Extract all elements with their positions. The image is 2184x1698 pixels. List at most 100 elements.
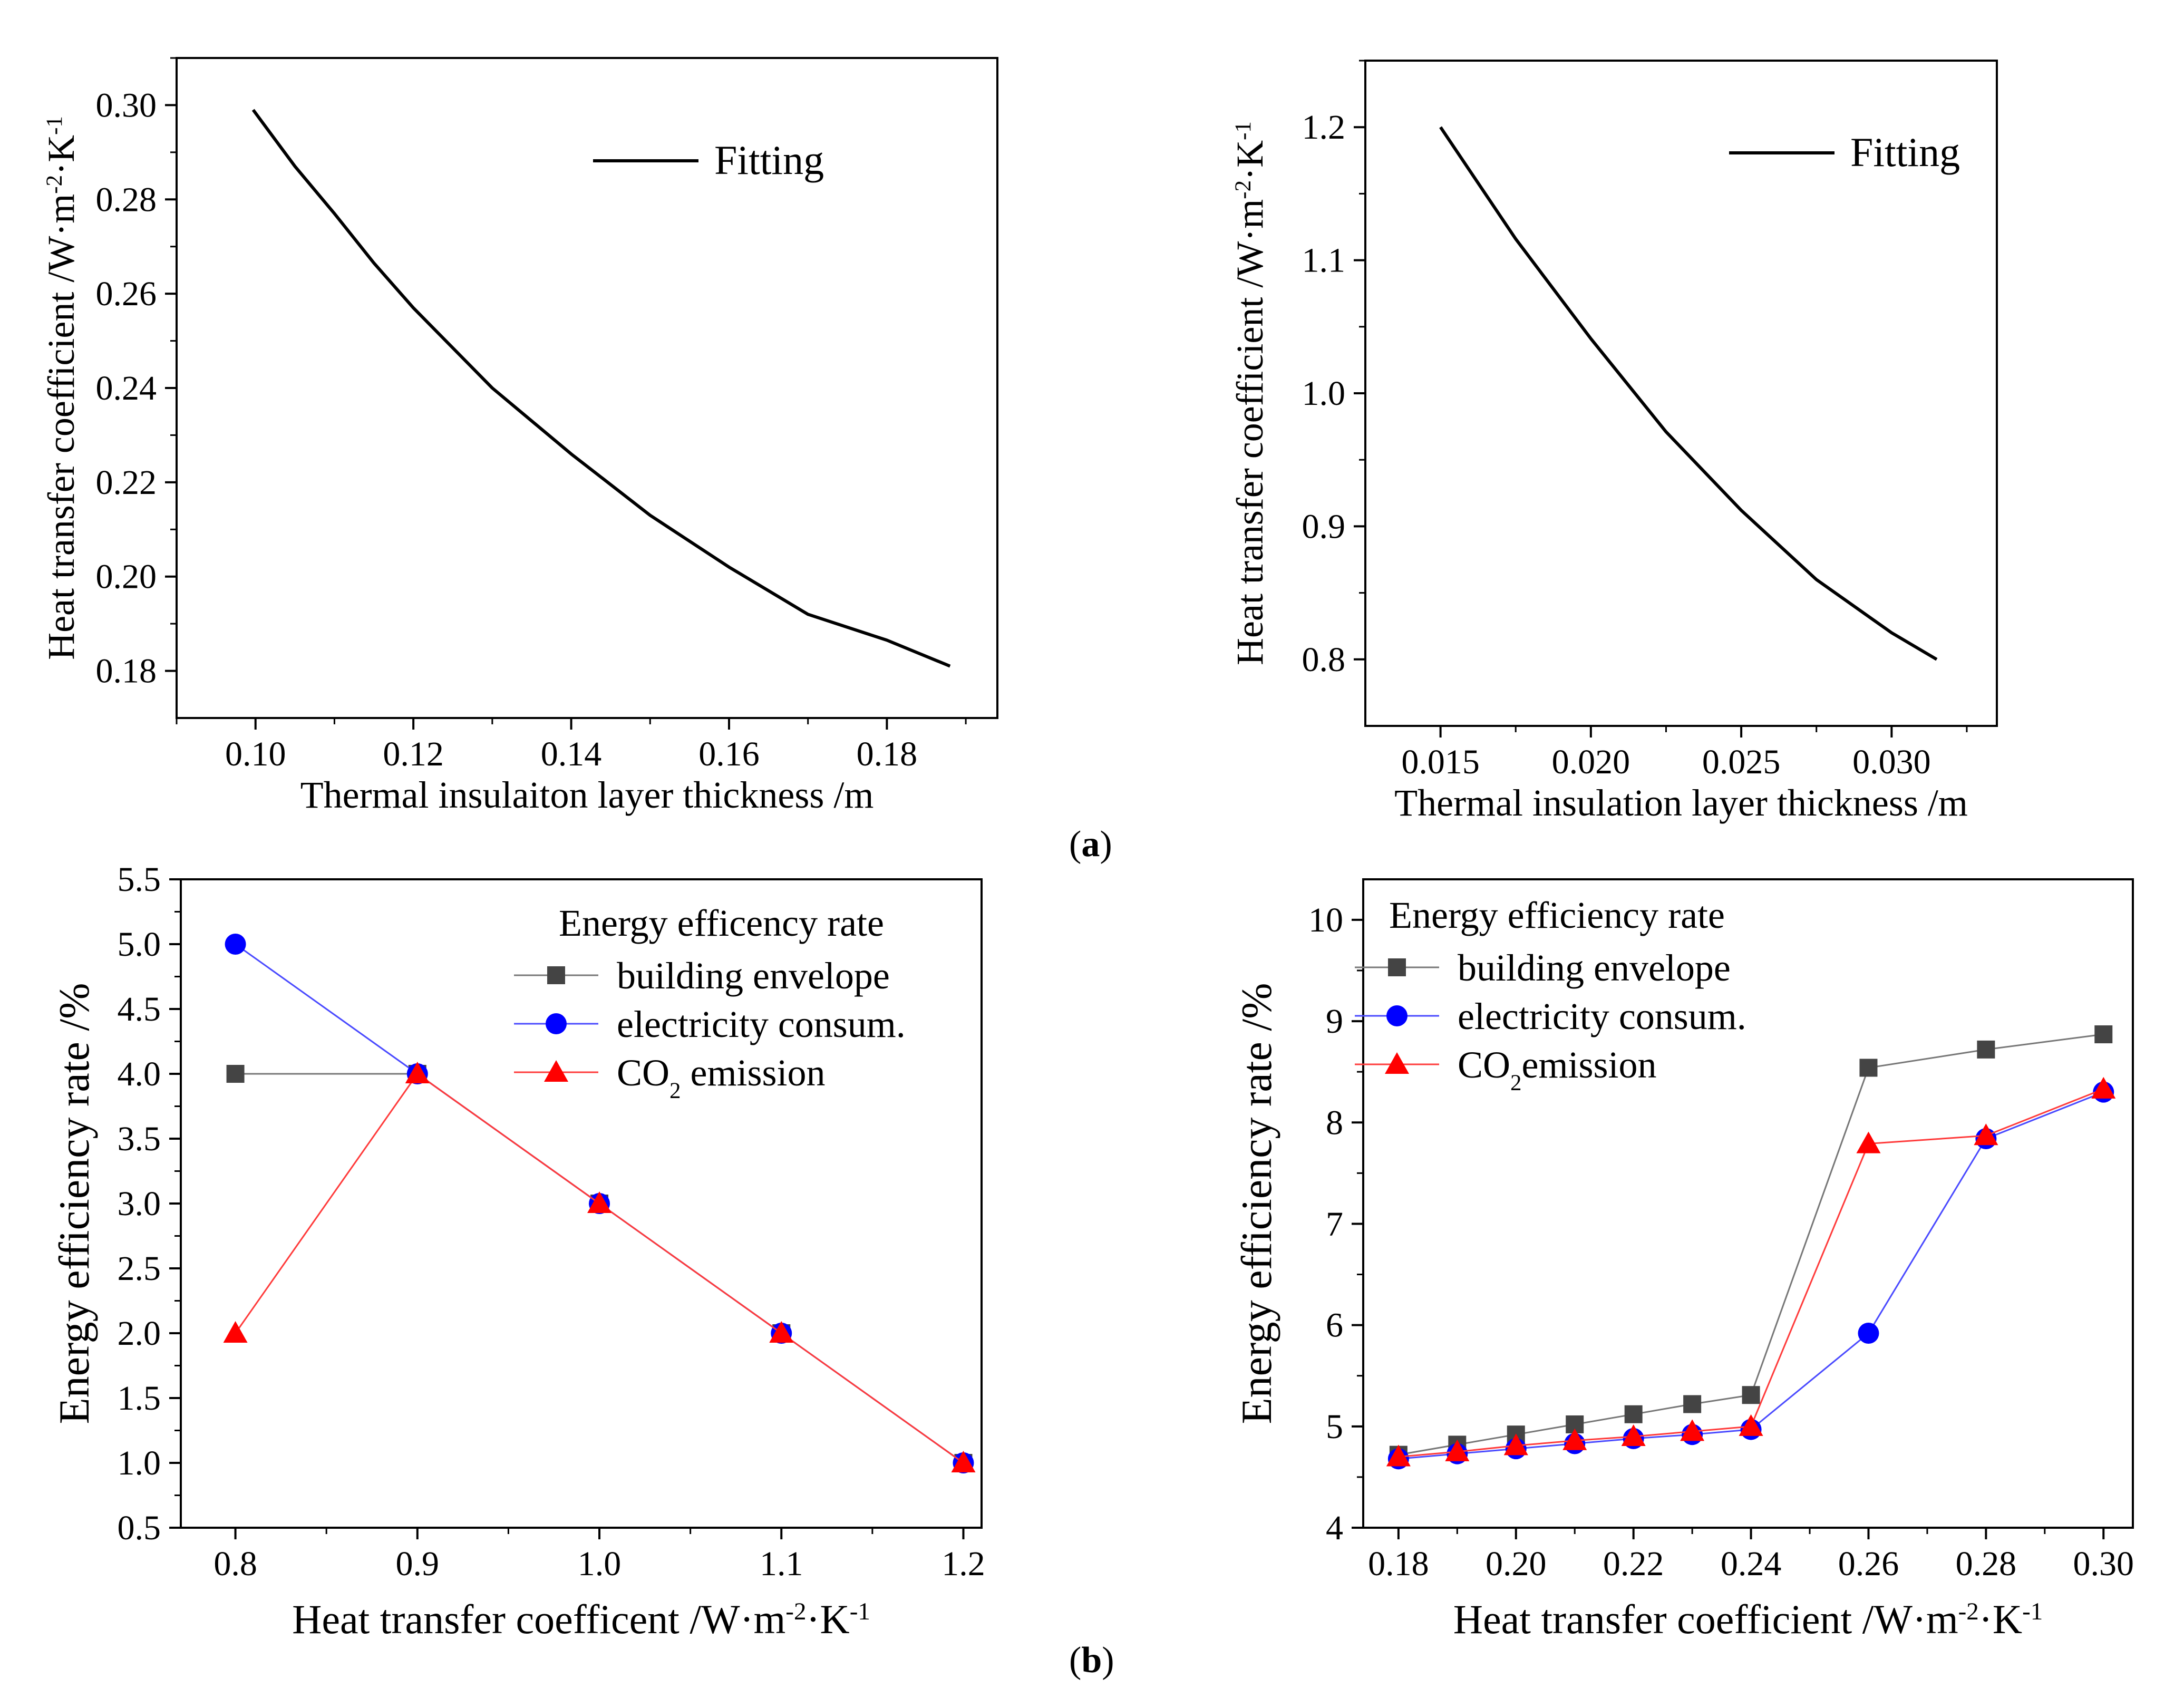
y-axis-label: Energy efficiency rate /% xyxy=(50,983,98,1424)
y-tick-label: 0.20 xyxy=(96,558,157,596)
data-point xyxy=(1856,1131,1881,1153)
y-tick-label: 0.9 xyxy=(1302,507,1346,546)
y-tick-label: 0.18 xyxy=(96,652,157,691)
data-point xyxy=(226,1065,245,1083)
x-tick-label: 0.9 xyxy=(396,1545,440,1583)
y-tick-label: 0.26 xyxy=(96,275,157,313)
y-tick-label: 1.0 xyxy=(118,1444,161,1482)
data-point xyxy=(1562,1428,1587,1450)
legend-marker xyxy=(1386,1005,1408,1026)
x-tick-label: 0.20 xyxy=(1486,1545,1547,1583)
chart-a1: 0.18 0.20 0.22 0.24 0.26 0.28 0.30 0.10 0.12 0.14… xyxy=(40,57,998,816)
y-tick-label: 0.8 xyxy=(1302,641,1346,679)
legend-label: Fitting xyxy=(1850,129,1960,175)
data-point xyxy=(225,934,246,955)
data-point xyxy=(1624,1405,1643,1423)
x-tick-label: 0.14 xyxy=(541,735,602,773)
data-point xyxy=(1974,1123,1998,1146)
y-axis-label: Energy efficiency rate /% xyxy=(1232,983,1280,1424)
y-tick-label: 1.5 xyxy=(118,1379,161,1418)
data-point xyxy=(1858,1323,1879,1344)
legend-label: building envelope xyxy=(617,955,890,997)
x-tick-label: 0.12 xyxy=(383,735,444,773)
data-point xyxy=(1742,1386,1760,1404)
chart-b1: 0.5 1.0 1.5 2.0 2.5 3.0 3.5 4.0 4.5 5.0 5.5 0.8 0.9 1… xyxy=(50,860,985,1642)
legend-label: CO2emission xyxy=(1458,1044,1657,1095)
y-tick-label: 5.0 xyxy=(118,925,161,964)
fitting-curve xyxy=(251,109,951,668)
data-point xyxy=(587,1191,612,1213)
data-point xyxy=(1683,1395,1702,1413)
legend-marker xyxy=(1388,958,1406,976)
x-tick-label: 0.015 xyxy=(1401,743,1480,781)
x-tick-label: 0.16 xyxy=(698,735,760,773)
data-point xyxy=(769,1321,794,1343)
y-tick-label: 1.2 xyxy=(1302,108,1346,147)
y-tick-label: 5 xyxy=(1326,1408,1343,1446)
y-tick-label: 4.5 xyxy=(118,990,161,1028)
data-point xyxy=(1739,1414,1763,1436)
x-tick-label: 0.030 xyxy=(1852,743,1931,781)
data-point xyxy=(223,1321,248,1343)
legend-label: electricity consum. xyxy=(1458,995,1746,1037)
y-tick-label: 2.0 xyxy=(118,1314,161,1353)
y-tick-label: 4.0 xyxy=(118,1055,161,1093)
y-tick-label: 4 xyxy=(1326,1509,1343,1547)
y-tick-label: 3.0 xyxy=(118,1185,161,1223)
x-tick-label: 0.28 xyxy=(1956,1545,2017,1583)
data-point xyxy=(1621,1424,1646,1447)
series-line xyxy=(1398,1088,2104,1458)
series-1 xyxy=(1387,1081,2114,1470)
data-point xyxy=(1680,1419,1705,1441)
y-axis-label: Heat transfer coefficient /W·m-2·K-1 xyxy=(40,116,82,660)
legend-label: CO2 emission xyxy=(617,1052,826,1103)
legend-label: Fitting xyxy=(714,137,824,183)
data-point xyxy=(2091,1076,2116,1099)
y-tick-label: 0.28 xyxy=(96,180,157,219)
x-axis-label: Thermal insulation layer thickness /m xyxy=(1394,782,1968,824)
data-point xyxy=(1503,1433,1528,1456)
series-line xyxy=(1398,1091,2104,1460)
x-axis-label: Heat transfer coefficient /W·m-2·K-1 xyxy=(1453,1596,2043,1642)
data-point xyxy=(1386,1444,1411,1467)
plot-frame xyxy=(176,57,998,719)
y-tick-label: 1.1 xyxy=(1302,241,1346,280)
legend-marker xyxy=(544,1060,568,1082)
panel-label-b: (b) xyxy=(1069,1640,1114,1681)
legend-label: building envelope xyxy=(1458,947,1731,989)
y-tick-label: 0.5 xyxy=(118,1509,161,1547)
x-axis-label: Heat transfer coefficent /W·m-2·K-1 xyxy=(292,1596,870,1642)
legend-title: Energy efficiency rate xyxy=(1389,894,1725,936)
y-tick-label: 8 xyxy=(1326,1103,1343,1142)
legend: Energy efficency rate building envelope el… xyxy=(514,902,906,1103)
legend-marker xyxy=(546,1013,567,1034)
series-0 xyxy=(1389,1025,2113,1464)
chart-a2: 0.8 0.9 1.0 1.1 1.2 0.015 0.020 0.025 0.030Therm… xyxy=(1229,60,1998,824)
y-tick-label: 0.30 xyxy=(96,86,157,124)
series-2 xyxy=(1386,1076,2116,1467)
y-tick-label: 9 xyxy=(1326,1002,1343,1041)
y-axis-label: Heat transfer coefficient /W·m-2·K-1 xyxy=(1229,121,1271,665)
data-point xyxy=(405,1062,430,1083)
x-tick-label: 0.26 xyxy=(1838,1545,1899,1583)
data-point xyxy=(1859,1059,1878,1077)
series-0 xyxy=(226,1065,973,1472)
x-tick-label: 1.0 xyxy=(578,1545,622,1583)
legend-title: Energy efficency rate xyxy=(559,902,884,944)
y-tick-label: 0.24 xyxy=(96,369,157,407)
legend: Energy efficiency rate building envelope e… xyxy=(1355,894,1746,1095)
x-tick-label: 0.18 xyxy=(1368,1545,1429,1583)
y-tick-label: 1.0 xyxy=(1302,374,1346,413)
x-tick-label: 0.10 xyxy=(225,735,286,773)
x-tick-label: 0.025 xyxy=(1702,743,1781,781)
x-tick-label: 1.1 xyxy=(760,1545,803,1583)
y-tick-label: 7 xyxy=(1326,1205,1343,1243)
data-point xyxy=(951,1451,976,1472)
x-tick-label: 0.8 xyxy=(213,1545,257,1583)
y-tick-label: 10 xyxy=(1308,901,1343,939)
legend-label: electricity consum. xyxy=(617,1003,906,1045)
legend-marker xyxy=(1385,1052,1409,1074)
y-tick-label: 0.22 xyxy=(96,463,157,502)
x-tick-label: 0.22 xyxy=(1603,1545,1664,1583)
